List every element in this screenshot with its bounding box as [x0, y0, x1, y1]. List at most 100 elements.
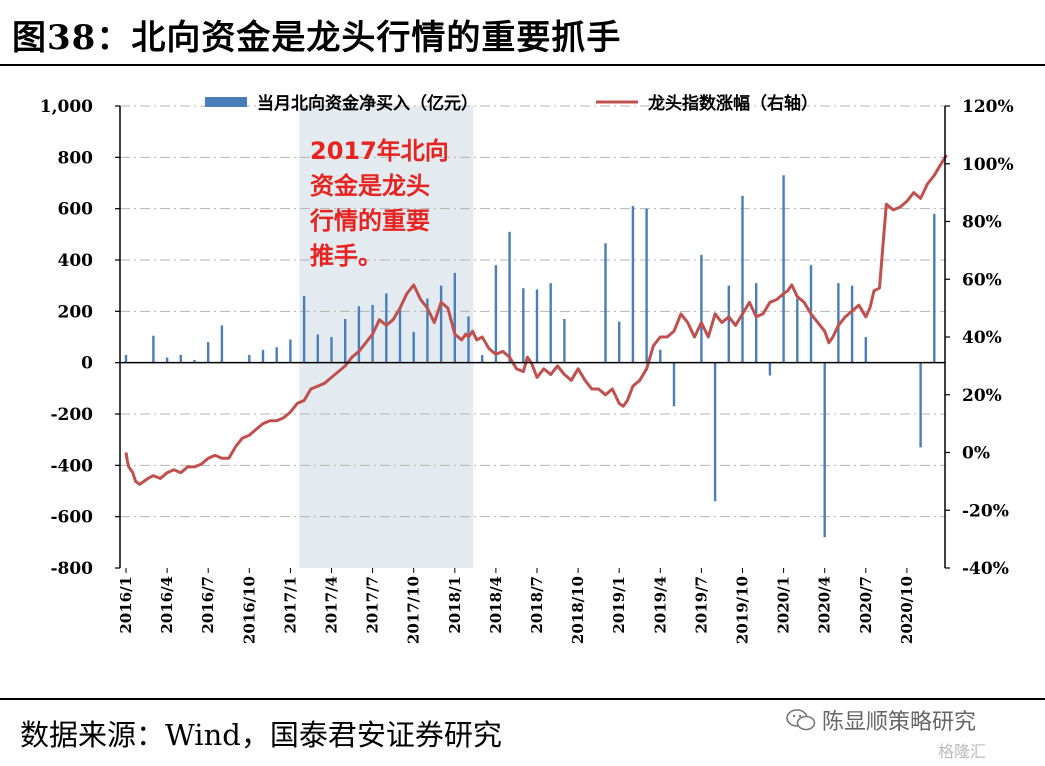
gridlines [120, 105, 945, 518]
bar [179, 354, 182, 363]
top-rule [0, 64, 1045, 66]
figure-title: 图38：北向资金是龙头行情的重要抓手 [12, 18, 622, 58]
x-tick-label: 2016/10 [240, 576, 258, 644]
bar-series [124, 175, 936, 538]
bar [782, 175, 785, 363]
y-left-tick-label: -800 [50, 559, 93, 579]
x-tick-label: 2020/10 [898, 576, 916, 644]
x-tick-label: 2018/10 [569, 576, 587, 644]
bar [522, 288, 525, 363]
bar [713, 362, 717, 502]
x-tick-label: 2018/1 [446, 576, 464, 634]
bar [207, 342, 210, 363]
x-tick-label: 2018/4 [487, 576, 505, 634]
bar [659, 349, 662, 363]
x-tick-label: 2016/7 [199, 576, 217, 634]
y-left-tick-label: 800 [58, 148, 94, 168]
bottom-rule [0, 698, 1045, 700]
x-tick-label: 2020/7 [857, 576, 875, 634]
bar [248, 354, 251, 363]
watermark-secondary: 格隆汇 [938, 742, 987, 761]
annotation: 2017年北向 资金是龙头 行情的重要 推手。 [309, 137, 449, 270]
x-tick-label: 2018/7 [528, 576, 546, 634]
x-tick-label: 2019/7 [692, 576, 710, 634]
source-note: 数据来源：Wind，国泰君安证券研究 [20, 718, 502, 752]
bar [631, 206, 635, 363]
bar [672, 362, 676, 407]
annotation-line-3: 行情的重要 [309, 207, 430, 235]
x-tick-label: 2019/1 [610, 576, 628, 634]
wechat-icon [786, 709, 816, 731]
bar [261, 349, 265, 363]
annotation-line-1: 2017年北向 [310, 137, 449, 165]
bar [344, 319, 347, 363]
bar [220, 325, 224, 363]
x-tick-label: 2020/1 [775, 576, 793, 634]
bar [439, 285, 443, 363]
bar [727, 285, 730, 363]
bar [426, 298, 429, 363]
bar [850, 285, 854, 363]
watermark: 陈显顺策略研究 [786, 704, 976, 736]
annotation-line-2: 资金是龙头 [310, 172, 430, 200]
bar [618, 321, 621, 363]
bar [124, 354, 128, 363]
bar [549, 283, 552, 363]
bar [398, 308, 402, 363]
x-tick-label: 2019/10 [734, 576, 752, 644]
bar [494, 265, 498, 363]
bar [768, 362, 772, 376]
y-right-tick-label: 60% [962, 270, 1002, 290]
y-right-tick-label: 80% [962, 213, 1002, 233]
bar [316, 334, 319, 363]
y-left-tick-label: 0 [81, 354, 93, 374]
legend-bar-swatch [205, 97, 247, 107]
y-left-tick-label: -200 [50, 405, 93, 425]
legend: 当月北向资金净买入（亿元） 龙头指数涨幅（右轴） [205, 93, 818, 114]
bar [275, 347, 278, 363]
bar [535, 289, 539, 363]
bar [755, 283, 758, 363]
bar [453, 272, 456, 363]
x-tick-label: 2016/4 [158, 576, 176, 634]
bar [837, 283, 840, 363]
legend-line-label: 龙头指数涨幅（右轴） [647, 93, 818, 114]
bar [796, 298, 799, 363]
bar [604, 243, 607, 363]
bar [330, 337, 333, 363]
y-right-tick-label: 20% [962, 386, 1002, 406]
bar [823, 362, 826, 538]
y-left-tick-label: 600 [58, 200, 94, 220]
y-left-tick-label: 200 [58, 302, 94, 322]
annotation-line-4: 推手。 [310, 242, 382, 270]
bar [700, 254, 703, 363]
bar [563, 319, 566, 363]
bar [741, 195, 744, 363]
y-axis-right-labels: -40% -20% 0% 20% 40% 60% 80% 100% 120% [962, 97, 1014, 579]
y-right-tick-label: 100% [962, 155, 1014, 175]
x-tick-label: 2019/4 [651, 576, 669, 634]
bar [357, 306, 361, 363]
x-tick-label: 2017/7 [364, 576, 382, 634]
y-left-tick-label: -400 [50, 456, 93, 476]
watermark-text: 陈显顺策略研究 [822, 710, 977, 735]
axes [115, 105, 950, 573]
x-tick-label: 2016/1 [117, 576, 135, 634]
x-tick-label: 2017/4 [323, 576, 341, 634]
y-left-tick-label: -600 [50, 508, 93, 528]
x-tick-label: 2020/4 [816, 576, 834, 634]
bar [467, 316, 470, 363]
x-tick-label: 2017/10 [405, 576, 423, 644]
y-right-tick-label: 120% [962, 97, 1014, 117]
y-left-tick-label: 1,000 [40, 97, 93, 117]
y-right-tick-label: -20% [962, 501, 1009, 521]
bar [193, 360, 196, 363]
legend-bar-label: 当月北向资金净买入（亿元） [257, 93, 478, 114]
y-right-tick-label: 0% [962, 444, 990, 464]
bar [385, 293, 388, 363]
bar [864, 337, 867, 363]
bar [919, 362, 922, 448]
y-axis-left-labels: -800 -600 -400 -200 0 200 400 600 800 1,000 [40, 97, 93, 579]
x-tick-label: 2017/1 [281, 576, 299, 634]
